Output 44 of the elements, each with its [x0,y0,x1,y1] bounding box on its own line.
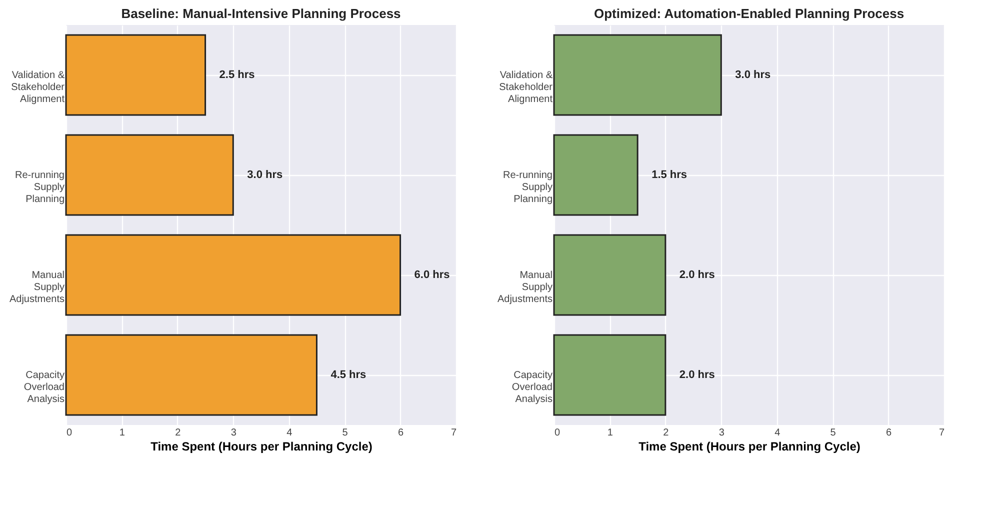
data-label: 1.5 hrs [652,169,688,181]
bar [553,134,638,216]
x-tick-label: 0 [554,428,560,438]
y-tick-label: Manual Supply Adjustments [9,270,64,305]
x-tick-label: 1 [119,428,126,438]
bar [65,34,206,116]
x-tick-label: 4 [286,428,293,438]
bar [65,334,318,416]
y-tick-label: Re-running Supply Planning [503,170,552,205]
data-label: 6.0 hrs [414,269,450,281]
x-tick-label: 2 [175,428,182,438]
chart-title: Optimized: Automation-Enabled Planning Process [594,6,904,21]
x-tick-label: 4 [774,428,781,438]
x-axis-title: Time Spent (Hours per Planning Cycle) [638,440,860,454]
y-tick-label: Re-running Supply Planning [15,170,64,205]
x-tick-label: 5 [342,428,348,438]
x-tick-label: 5 [830,428,836,438]
y-tick-label: Manual Supply Adjustments [497,270,552,305]
y-tick-label: Validation & Stakeholder Alignment [499,70,554,105]
x-tick-label: 6 [886,428,892,438]
data-label: 2.0 hrs [679,369,715,381]
bar [553,34,722,116]
x-axis-title: Time Spent (Hours per Planning Cycle) [150,440,372,454]
x-tick-label: 3 [230,428,237,438]
data-label: 4.5 hrs [330,369,366,381]
data-label: 3.0 hrs [247,169,283,181]
data-label: 2.0 hrs [679,269,715,281]
x-tick-label: 0 [66,428,72,438]
x-tick-label: 3 [718,428,725,438]
x-tick-label: 7 [450,428,457,438]
x-tick-label: 2 [663,428,670,438]
chart-title: Baseline: Manual-Intensive Planning Process [121,6,401,21]
bar [553,234,666,316]
bar [65,234,402,316]
data-label: 3.0 hrs [735,69,771,81]
x-tick-label: 6 [398,428,404,438]
x-tick-label: 7 [938,428,945,438]
y-tick-label: Capacity Overload Analysis [24,370,64,405]
bar [65,134,234,216]
bar [553,334,666,416]
y-tick-label: Capacity Overload Analysis [512,370,552,405]
y-tick-label: Validation & Stakeholder Alignment [11,70,66,105]
x-tick-label: 1 [607,428,614,438]
data-label: 2.5 hrs [219,69,255,81]
